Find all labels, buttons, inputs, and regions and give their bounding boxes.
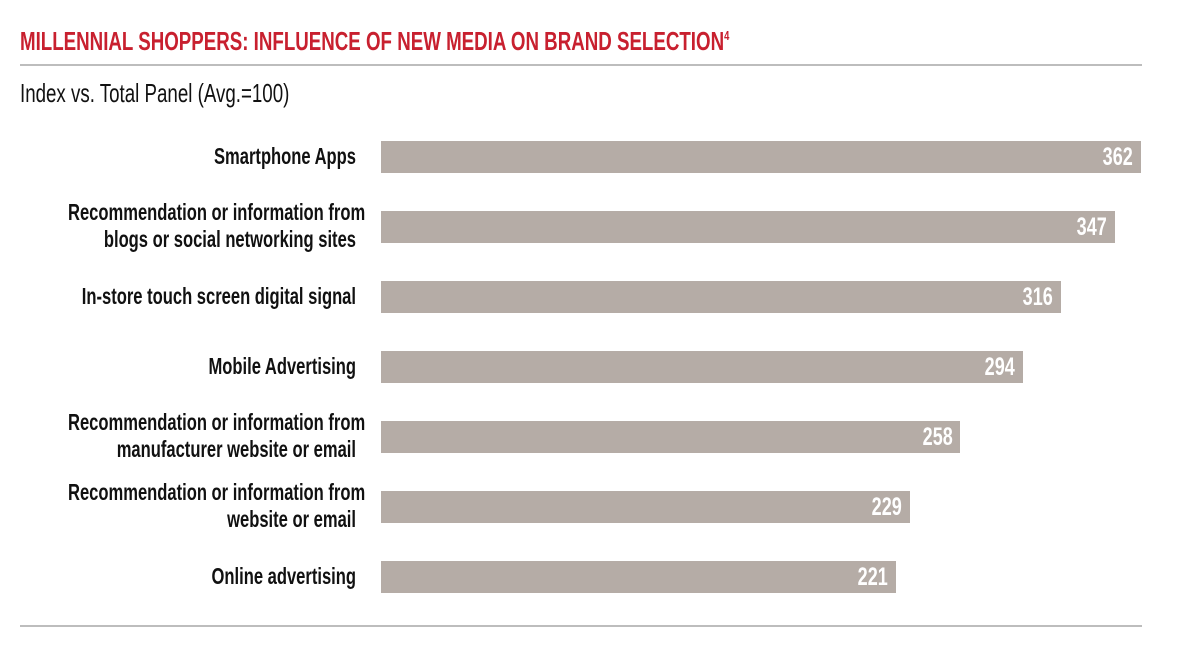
category-label: In-store touch screen digital signal	[0, 283, 356, 310]
data-label: 347	[1076, 213, 1107, 241]
category-label: Recommendation or information from manufa…	[0, 409, 366, 463]
title-footnote: 4	[724, 28, 730, 43]
category-label-line: Recommendation or information from	[68, 479, 366, 505]
bar: 362	[381, 141, 1142, 173]
category-label: Recommendation or information from blogs …	[0, 199, 366, 253]
category-label: Online advertising	[0, 563, 356, 590]
category-label-line: Online advertising	[211, 562, 356, 589]
bar: 347	[381, 211, 1115, 243]
category-label: Mobile Advertising	[0, 353, 356, 380]
bar: 229	[381, 491, 910, 523]
category-label-line: In-store touch screen digital signal	[81, 282, 356, 309]
bar: 258	[381, 421, 961, 453]
data-label: 294	[984, 353, 1015, 381]
category-label-line: Recommendation or information from	[68, 199, 366, 225]
category-label-line: Smartphone Apps	[214, 142, 356, 169]
category-label: Smartphone Apps	[0, 143, 356, 170]
data-label: 221	[857, 563, 888, 591]
category-label-line: manufacturer website or email	[116, 436, 356, 462]
data-label: 258	[922, 423, 953, 451]
category-label-line: blogs or social networking sites	[103, 226, 356, 252]
top-divider	[20, 64, 1142, 66]
chart-title: MILLENNIAL SHOPPERS: INFLUENCE OF NEW ME…	[20, 26, 730, 56]
bar: 294	[381, 351, 1023, 383]
data-label: 229	[871, 493, 902, 521]
bar: 316	[381, 281, 1062, 313]
category-label-line: website or email	[227, 506, 356, 532]
chart-subtitle: Index vs. Total Panel (Avg.=100)	[20, 78, 290, 108]
category-label: Recommendation or information from websit…	[0, 479, 366, 533]
bottom-divider	[20, 625, 1142, 627]
category-label-line: Mobile Advertising	[208, 352, 356, 379]
category-label-line: Recommendation or information from	[68, 409, 366, 435]
data-label: 316	[1023, 283, 1054, 311]
data-label: 362	[1102, 143, 1134, 171]
bar: 221	[381, 561, 896, 593]
